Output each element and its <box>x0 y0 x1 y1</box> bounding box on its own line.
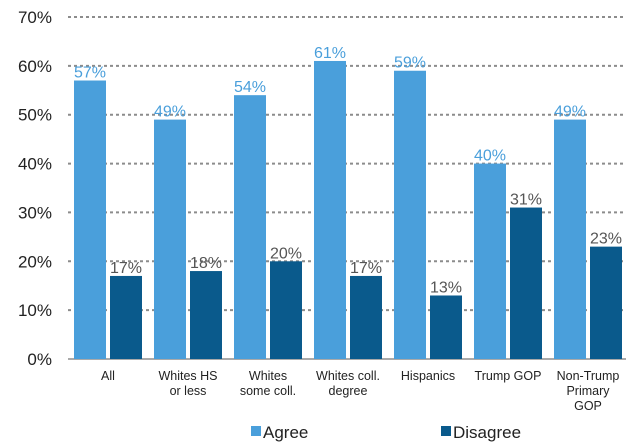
y-tick-label: 60% <box>18 57 52 76</box>
disagree-data-label: 20% <box>270 245 302 262</box>
x-category-label: degree <box>329 384 368 398</box>
x-category-label: Hispanics <box>401 369 455 383</box>
bars <box>74 60 622 360</box>
agree-bar <box>314 60 346 359</box>
disagree-bar <box>190 271 222 359</box>
disagree-data-label: 17% <box>110 260 142 277</box>
x-category-label: Whites HS <box>158 369 217 383</box>
y-tick-label: 30% <box>18 203 52 222</box>
y-tick-label: 70% <box>18 8 52 27</box>
disagree-data-label: 18% <box>190 255 222 272</box>
agree-bar <box>74 80 106 359</box>
agree-data-label: 49% <box>154 104 186 121</box>
x-category-label: some coll. <box>240 384 296 398</box>
x-category-label: All <box>101 369 115 383</box>
agree-data-label: 49% <box>554 104 586 121</box>
agree-data-label: 54% <box>234 79 266 96</box>
x-category-label: GOP <box>574 399 602 413</box>
disagree-bar <box>350 275 382 359</box>
agree-data-label: 59% <box>394 55 426 72</box>
disagree-data-label: 13% <box>430 279 462 296</box>
grid-lines <box>68 16 626 360</box>
agree-bar <box>554 119 586 359</box>
x-category-label: Non-Trump <box>557 369 620 383</box>
y-tick-label: 40% <box>18 155 52 174</box>
agree-bar <box>154 119 186 359</box>
legend: Agree Disagree <box>251 423 521 442</box>
agree-data-label: 40% <box>474 148 506 165</box>
disagree-data-label: 31% <box>510 192 542 209</box>
x-category-label: Whites coll. <box>316 369 380 383</box>
data-labels: 57% 49% 54% 61% 59% 40% 49% 17% 18% 20% 17% 13% 31% 2… <box>74 45 622 297</box>
disagree-bar <box>510 207 542 359</box>
y-axis-tick-labels: 0% 10% 20% 30% 40% 50% 60% 70% <box>18 8 52 369</box>
y-tick-label: 10% <box>18 301 52 320</box>
y-tick-label: 20% <box>18 252 52 271</box>
agree-data-label: 57% <box>74 65 106 82</box>
legend-label-agree: Agree <box>263 423 308 442</box>
agree-bar <box>234 95 266 360</box>
disagree-bar <box>270 261 302 359</box>
disagree-data-label: 23% <box>590 231 622 248</box>
x-category-label: Primary <box>566 384 610 398</box>
agree-bar <box>394 70 426 359</box>
disagree-bar <box>590 246 622 359</box>
legend-swatch-agree <box>251 426 261 436</box>
x-category-label: Whites <box>249 369 287 383</box>
agree-data-label: 61% <box>314 45 346 62</box>
legend-swatch-disagree <box>441 426 451 436</box>
agree-bar <box>474 163 506 359</box>
disagree-bar <box>430 295 462 359</box>
y-tick-label: 0% <box>27 350 52 369</box>
x-category-label: Trump GOP <box>475 369 542 383</box>
y-tick-label: 50% <box>18 106 52 125</box>
disagree-data-label: 17% <box>350 260 382 277</box>
disagree-bar <box>110 275 142 359</box>
x-category-label: or less <box>170 384 207 398</box>
legend-label-disagree: Disagree <box>453 423 521 442</box>
